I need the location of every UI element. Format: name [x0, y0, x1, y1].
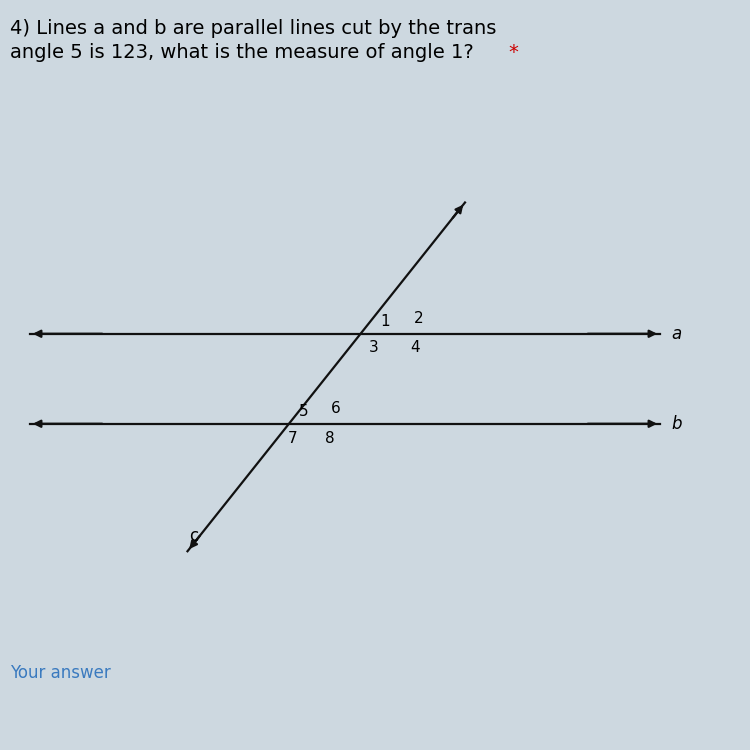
Text: 8: 8: [326, 431, 334, 446]
Text: 1: 1: [380, 314, 389, 328]
Text: a: a: [671, 325, 682, 343]
Text: b: b: [671, 415, 682, 433]
Text: 6: 6: [330, 401, 340, 416]
Text: 2: 2: [414, 310, 423, 326]
Text: angle 5 is 123, what is the measure of angle 1?: angle 5 is 123, what is the measure of a…: [10, 43, 480, 62]
Text: 7: 7: [288, 431, 297, 446]
Text: Your answer: Your answer: [10, 664, 110, 682]
Text: 4: 4: [410, 340, 419, 355]
Text: 3: 3: [369, 340, 378, 355]
Text: 4) Lines a and b are parallel lines cut by the trans: 4) Lines a and b are parallel lines cut …: [10, 19, 496, 38]
Text: 5: 5: [299, 404, 308, 418]
Text: c: c: [189, 527, 198, 545]
Text: *: *: [509, 43, 518, 62]
